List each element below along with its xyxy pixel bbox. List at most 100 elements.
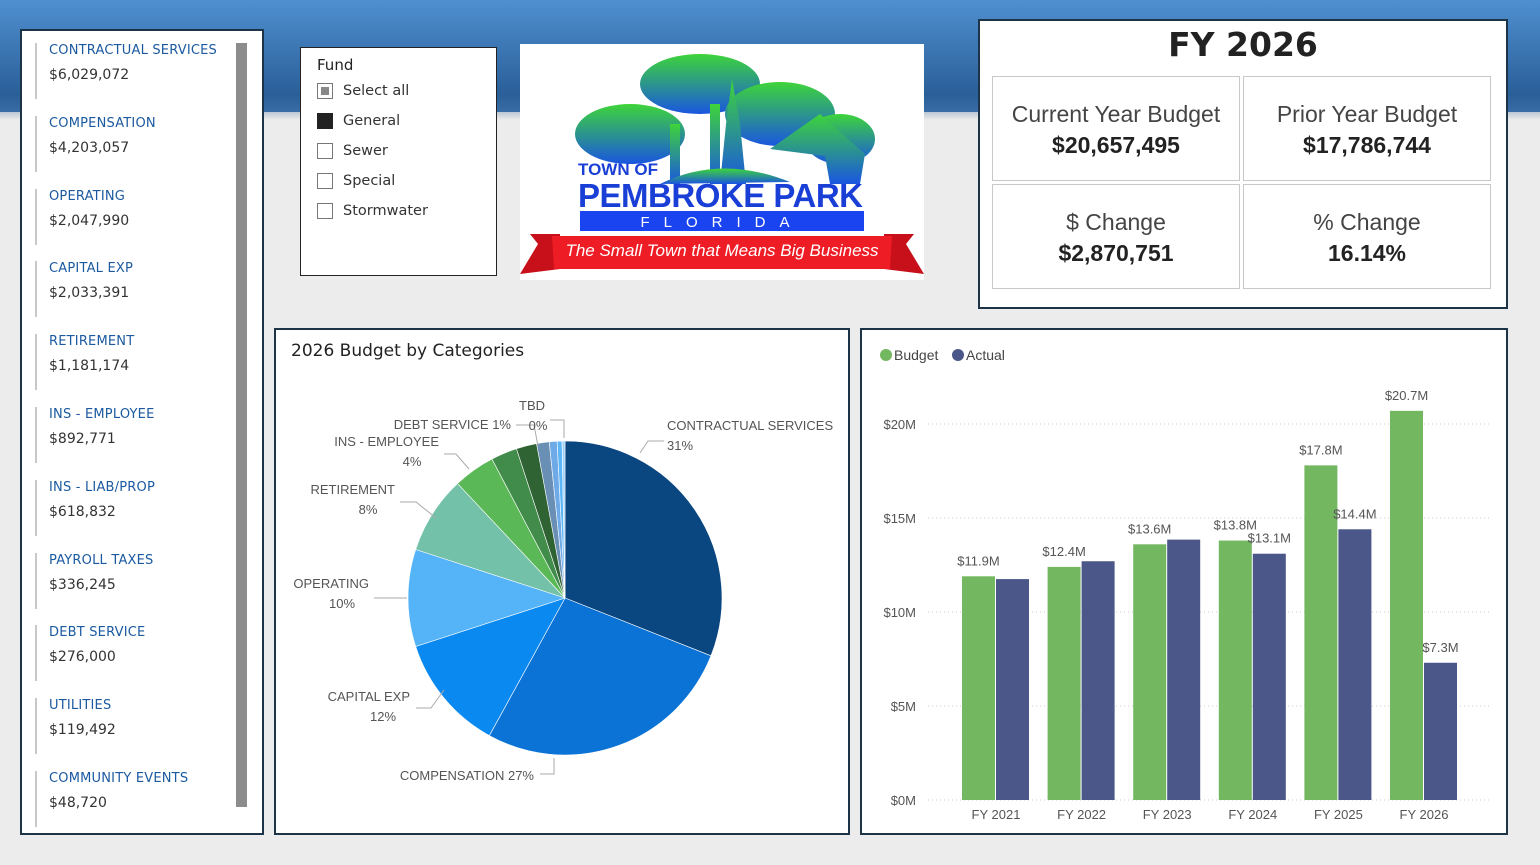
category-item[interactable]: INS - EMPLOYEE $892,771 [35, 407, 225, 463]
category-item[interactable]: INS - LIAB/PROP $618,832 [35, 479, 225, 536]
category-name: COMPENSATION [49, 115, 156, 131]
fund-option[interactable]: Special [317, 173, 395, 189]
fund-option[interactable]: Stormwater [317, 203, 428, 219]
bar-budget[interactable] [1390, 410, 1423, 800]
pie-label: COMPENSATION 27% [400, 768, 535, 783]
leader-line [516, 424, 539, 447]
kpi-value: 16.14% [1327, 240, 1406, 266]
category-item[interactable]: RETIREMENT $1,181,174 [35, 334, 225, 391]
pie-slice[interactable] [407, 549, 566, 647]
pie-slice[interactable] [415, 597, 566, 736]
bar-budget[interactable] [1218, 540, 1252, 800]
pie-label: TBD [519, 398, 545, 413]
category-item[interactable]: CAPITAL EXP $2,033,391 [35, 261, 225, 318]
scrollbar[interactable] [236, 43, 247, 807]
category-name: DEBT SERVICE [49, 625, 146, 641]
fund-slicer-title: Fund [317, 56, 354, 74]
pie-label: CONTRACTUAL SERVICES [667, 418, 833, 433]
bar-budget[interactable] [1304, 465, 1338, 800]
category-item[interactable]: DEBT SERVICE $276,000 [35, 625, 225, 682]
checkbox[interactable] [317, 143, 333, 159]
category-item[interactable]: UTILITIES $119,492 [35, 698, 225, 755]
pie-label: OPERATING [293, 576, 369, 591]
data-label: $13.8M [1214, 518, 1257, 533]
fund-option[interactable]: Sewer [317, 143, 388, 159]
category-name: INS - EMPLOYEE [49, 407, 155, 422]
x-tick-label: FY 2026 [1400, 807, 1449, 822]
category-value: $119,492 [49, 722, 116, 739]
pie-label: INS - EMPLOYEE [334, 434, 439, 449]
category-value: $618,832 [49, 503, 116, 520]
checkbox[interactable] [317, 203, 333, 219]
bar-budget[interactable] [962, 576, 995, 800]
x-tick-label: FY 2022 [1057, 807, 1106, 822]
x-tick-label: FY 2025 [1314, 807, 1363, 822]
data-label: $12.4M [1042, 544, 1085, 559]
leader-line [550, 419, 565, 438]
legend-budget[interactable]: Budget [894, 347, 938, 363]
kpi-tile: $ Change $2,870,751 [992, 184, 1240, 289]
kpi-value: $2,870,751 [1058, 240, 1174, 266]
pie-chart: CONTRACTUAL SERVICES 31% COMPENSATION 27% C… [293, 398, 833, 783]
svg-text:TOWN OF: TOWN OF [578, 160, 658, 179]
category-list-card: CONTRACTUAL SERVICES $6,029,072 COMPENSA… [20, 29, 264, 835]
data-label: $13.1M [1248, 531, 1291, 546]
bar-budget[interactable] [1133, 544, 1167, 800]
pie-percent: 0% [529, 418, 548, 433]
bar-actual[interactable] [1167, 539, 1201, 800]
leader-line [540, 758, 555, 775]
category-name: CONTRACTUAL SERVICES [49, 43, 218, 58]
fund-option[interactable]: General [317, 113, 400, 129]
category-value: $276,000 [49, 649, 116, 666]
pie-percent: 8% [359, 502, 378, 517]
kpi-label: Prior Year Budget [1276, 101, 1458, 127]
pie-slice[interactable] [488, 597, 712, 756]
category-value: $6,029,072 [49, 67, 130, 83]
bar-actual[interactable] [1424, 662, 1457, 800]
bar-budget[interactable] [1047, 566, 1081, 800]
category-name: OPERATING [49, 188, 126, 204]
kpi-tile: Prior Year Budget $17,786,744 [1243, 76, 1491, 181]
y-tick-label: $5M [891, 699, 916, 714]
pie-percent: 10% [329, 596, 355, 611]
pie-slice[interactable] [561, 440, 566, 599]
bar-actual[interactable] [996, 579, 1029, 800]
legend-budget-marker [880, 349, 892, 361]
pie-chart-title: 2026 Budget by Categories [291, 341, 525, 361]
leader-line [444, 453, 470, 470]
data-label: $7.3M [1422, 640, 1458, 655]
svg-text:The Small Town that Means Big: The Small Town that Means Big Business [565, 241, 879, 260]
legend-actual[interactable]: Actual [966, 347, 1005, 363]
fund-option[interactable]: Select all [317, 83, 409, 99]
data-label: $14.4M [1333, 506, 1376, 521]
checkbox[interactable] [317, 83, 333, 99]
bar-actual[interactable] [1252, 553, 1286, 800]
bar-actual[interactable] [1338, 529, 1372, 800]
fund-option-label: Select all [343, 83, 410, 99]
category-value: $4,203,057 [49, 139, 130, 156]
data-label: $11.9M [957, 553, 999, 568]
category-item[interactable]: CONTRACTUAL SERVICES $6,029,072 [35, 43, 225, 99]
data-label: $20.7M [1385, 388, 1428, 403]
kpi-value: $17,786,744 [1303, 132, 1431, 158]
x-tick-label: FY 2023 [1143, 807, 1192, 822]
pie-slice[interactable] [564, 440, 723, 657]
pie-percent: 4% [403, 454, 422, 469]
kpi-card: FY 2026 Current Year Budget $20,657,495 … [978, 19, 1508, 309]
y-tick-label: $20M [883, 417, 916, 432]
fund-option-label: Sewer [343, 143, 388, 159]
checkbox[interactable] [317, 113, 333, 129]
category-item[interactable]: PAYROLL TAXES $336,245 [35, 552, 225, 609]
category-item[interactable]: COMMUNITY EVENTS $48,720 [35, 771, 225, 827]
kpi-label: % Change [1313, 209, 1421, 235]
category-value: $892,771 [49, 431, 116, 447]
category-value: $1,181,174 [49, 358, 130, 375]
y-tick-label: $0M [891, 793, 916, 808]
category-item[interactable]: COMPENSATION $4,203,057 [35, 115, 225, 172]
category-item[interactable]: OPERATING $2,047,990 [35, 188, 225, 245]
fund-option-label: General [343, 113, 401, 129]
checkbox[interactable] [317, 173, 333, 189]
kpi-tile: Current Year Budget $20,657,495 [992, 76, 1240, 181]
bar-actual[interactable] [1081, 561, 1115, 800]
pie-percent: 31% [667, 438, 693, 453]
